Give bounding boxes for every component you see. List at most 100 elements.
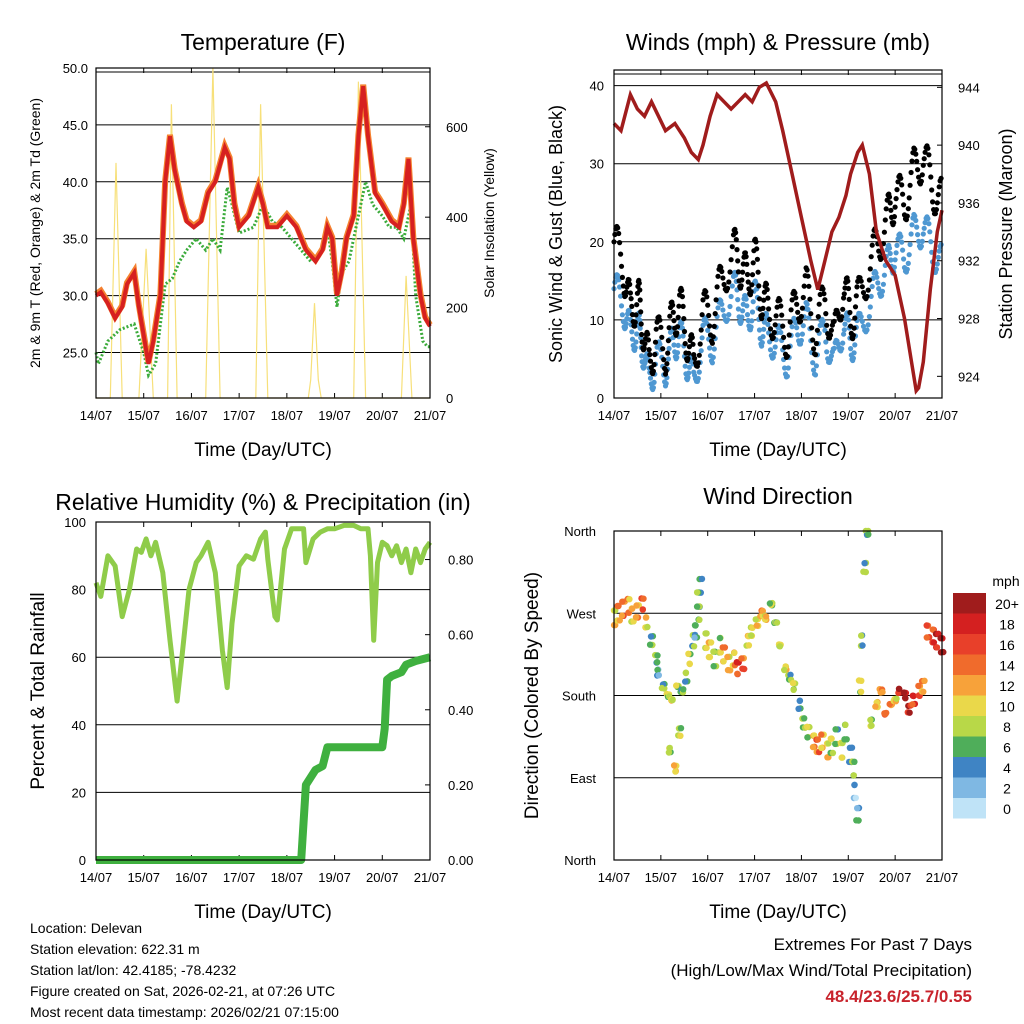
direction-point	[853, 817, 860, 824]
gust-point	[887, 200, 893, 206]
gust-point	[753, 239, 759, 245]
direction-point	[720, 658, 727, 665]
wind-point	[810, 360, 816, 366]
gust-point	[914, 158, 920, 164]
wind-point	[715, 305, 721, 311]
gust-point	[839, 314, 845, 320]
gust-point	[698, 327, 704, 333]
direction-point	[818, 731, 825, 738]
y2-tick-label: 0	[446, 391, 453, 406]
y-tick-label: 0	[79, 853, 86, 868]
gust-point	[638, 321, 644, 327]
direction-point	[670, 762, 678, 769]
wind-point	[864, 327, 870, 333]
wind-point	[725, 317, 731, 323]
gust-point	[712, 311, 718, 317]
y2-tick-label: 928	[958, 312, 980, 327]
direction-point	[933, 644, 941, 651]
gust-point	[888, 207, 894, 213]
direction-point	[632, 614, 640, 621]
gust-point	[841, 295, 847, 301]
gust-point	[759, 312, 765, 318]
wind-point	[865, 322, 871, 328]
x-tick-label: 15/07	[645, 870, 678, 885]
gust-point	[754, 246, 760, 252]
wind-point	[637, 325, 643, 331]
gust-point	[785, 344, 791, 350]
gust-point	[745, 279, 751, 285]
wind-point	[900, 247, 906, 253]
direction-point	[703, 644, 710, 652]
direction-point	[895, 685, 903, 692]
gust-point	[618, 251, 624, 257]
x-tick-label: 15/07	[127, 408, 160, 423]
wind-point	[828, 353, 835, 359]
legend-swatch	[953, 736, 986, 757]
gust-point	[766, 306, 772, 312]
gust-point	[927, 162, 933, 168]
wind-point	[657, 341, 663, 347]
wind-point	[908, 231, 914, 237]
gust-point	[744, 271, 751, 278]
wind-point	[852, 342, 858, 348]
gust-point	[653, 326, 659, 332]
wind-point	[789, 324, 795, 330]
direction-point	[790, 686, 797, 693]
gust-point	[865, 287, 871, 293]
wind-point	[921, 225, 927, 231]
direction-point	[682, 678, 689, 685]
wind-point	[711, 346, 717, 352]
gust-point	[756, 296, 763, 302]
wind-point	[840, 340, 846, 346]
direction-point	[852, 794, 859, 802]
direction-point	[724, 653, 731, 661]
y2-tick-label: 400	[446, 210, 468, 225]
gust-point	[809, 325, 815, 331]
gust-point	[749, 282, 755, 288]
gust-point	[867, 266, 873, 272]
legend-label: 10	[999, 699, 1015, 715]
direction-point	[809, 743, 817, 751]
gust-point	[779, 312, 785, 318]
wind-point	[749, 309, 756, 315]
gust-point	[727, 269, 733, 275]
y2-tick-label: 924	[958, 369, 980, 384]
gust-point	[676, 303, 682, 309]
wind-point	[705, 327, 711, 333]
direction-point	[685, 650, 692, 657]
direction-point	[691, 622, 699, 629]
gust-point	[869, 242, 875, 248]
gust-point	[617, 240, 623, 246]
chart-title: Winds (mph) & Pressure (mb)	[626, 29, 930, 55]
chart-title: Wind Direction	[703, 483, 853, 509]
legend-swatch	[953, 634, 986, 655]
legend-swatch	[953, 716, 986, 737]
wind-point	[887, 250, 893, 257]
legend-swatch	[953, 675, 986, 696]
gust-point	[932, 211, 939, 217]
direction-point	[909, 701, 916, 708]
station-info: Location: Delevan Station elevation: 622…	[30, 918, 339, 1023]
gust-point	[780, 323, 786, 329]
gust-point	[916, 174, 922, 180]
wind-point	[927, 229, 933, 235]
wind-point	[869, 283, 875, 290]
wind-point	[767, 347, 774, 353]
gust-point	[638, 309, 644, 315]
direction-point	[693, 589, 701, 596]
wind-point	[674, 354, 680, 360]
gust-point	[853, 293, 859, 299]
gust-point	[743, 254, 749, 260]
gust-point	[637, 297, 643, 303]
gust-point	[740, 269, 746, 275]
plot-frame	[613, 69, 943, 399]
direction-point	[686, 660, 693, 668]
wind-point	[926, 221, 932, 227]
plot-frame	[613, 530, 943, 861]
wind-point	[618, 293, 624, 299]
y-tick-label: South	[562, 689, 596, 704]
direction-point	[818, 744, 825, 752]
station-latlon: Station lat/lon: 42.4185; -78.4232	[30, 962, 237, 978]
wind-point	[851, 350, 857, 356]
gust-point	[814, 327, 821, 333]
